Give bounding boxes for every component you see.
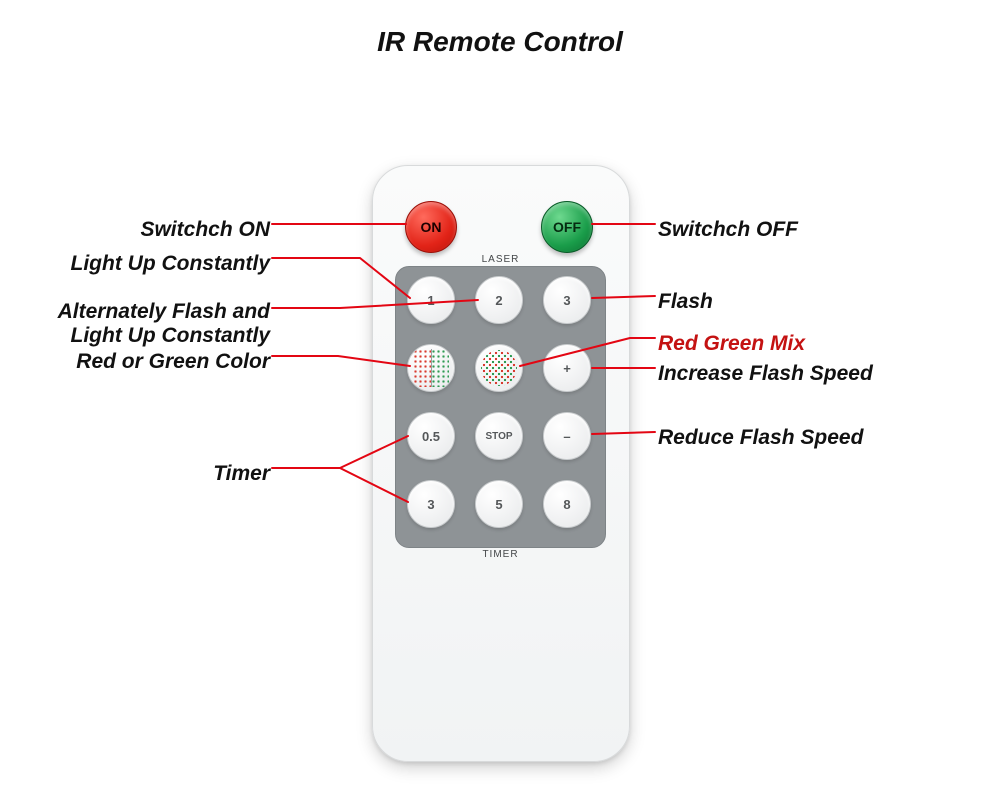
button-laser-3-label: 3 <box>563 293 570 308</box>
keypad-label-bottom: TIMER <box>396 549 605 560</box>
button-color-mix[interactable] <box>475 344 523 392</box>
button-timer-0_5-label: 0.5 <box>422 429 440 444</box>
callout-mix: Red Green Mix <box>658 332 805 356</box>
button-laser-1-label: 1 <box>427 293 434 308</box>
button-speed-up[interactable]: + <box>543 344 591 392</box>
button-laser-2[interactable]: 2 <box>475 276 523 324</box>
callout-const: Light Up Constantly <box>71 252 270 276</box>
callout-dec: Reduce Flash Speed <box>658 426 863 450</box>
button-timer-8-label: 8 <box>563 497 570 512</box>
power-on-button[interactable]: ON <box>405 201 457 253</box>
button-laser-3[interactable]: 3 <box>543 276 591 324</box>
callout-timer: Timer <box>213 462 270 486</box>
split-dots-icon <box>408 345 454 391</box>
button-timer-5-label: 5 <box>495 497 502 512</box>
mix-dots-icon <box>476 345 522 391</box>
button-laser-1[interactable]: 1 <box>407 276 455 324</box>
power-off-button[interactable]: OFF <box>541 201 593 253</box>
button-stop[interactable]: STOP <box>475 412 523 460</box>
callout-rg-color: Red or Green Color <box>76 350 270 374</box>
button-timer-3[interactable]: 3 <box>407 480 455 528</box>
button-speed-down[interactable]: – <box>543 412 591 460</box>
button-timer-3-label: 3 <box>427 497 434 512</box>
callout-switch-on: Switchch ON <box>140 218 270 242</box>
power-on-label: ON <box>421 219 442 235</box>
keypad-label-top: LASER <box>396 254 605 265</box>
button-timer-8[interactable]: 8 <box>543 480 591 528</box>
button-speed-down-label: – <box>563 429 570 444</box>
page-title: IR Remote Control <box>0 26 1000 58</box>
button-color-rg[interactable] <box>407 344 455 392</box>
callout-inc: Increase Flash Speed <box>658 362 873 386</box>
button-laser-2-label: 2 <box>495 293 502 308</box>
callout-alt: Alternately Flash andLight Up Constantly <box>58 300 270 348</box>
button-stop-label: STOP <box>485 431 512 442</box>
button-speed-up-label: + <box>563 361 571 376</box>
button-timer-5[interactable]: 5 <box>475 480 523 528</box>
power-off-label: OFF <box>553 219 581 235</box>
button-timer-0_5[interactable]: 0.5 <box>407 412 455 460</box>
callout-switch-off: Switchch OFF <box>658 218 798 242</box>
callout-flash: Flash <box>658 290 713 314</box>
